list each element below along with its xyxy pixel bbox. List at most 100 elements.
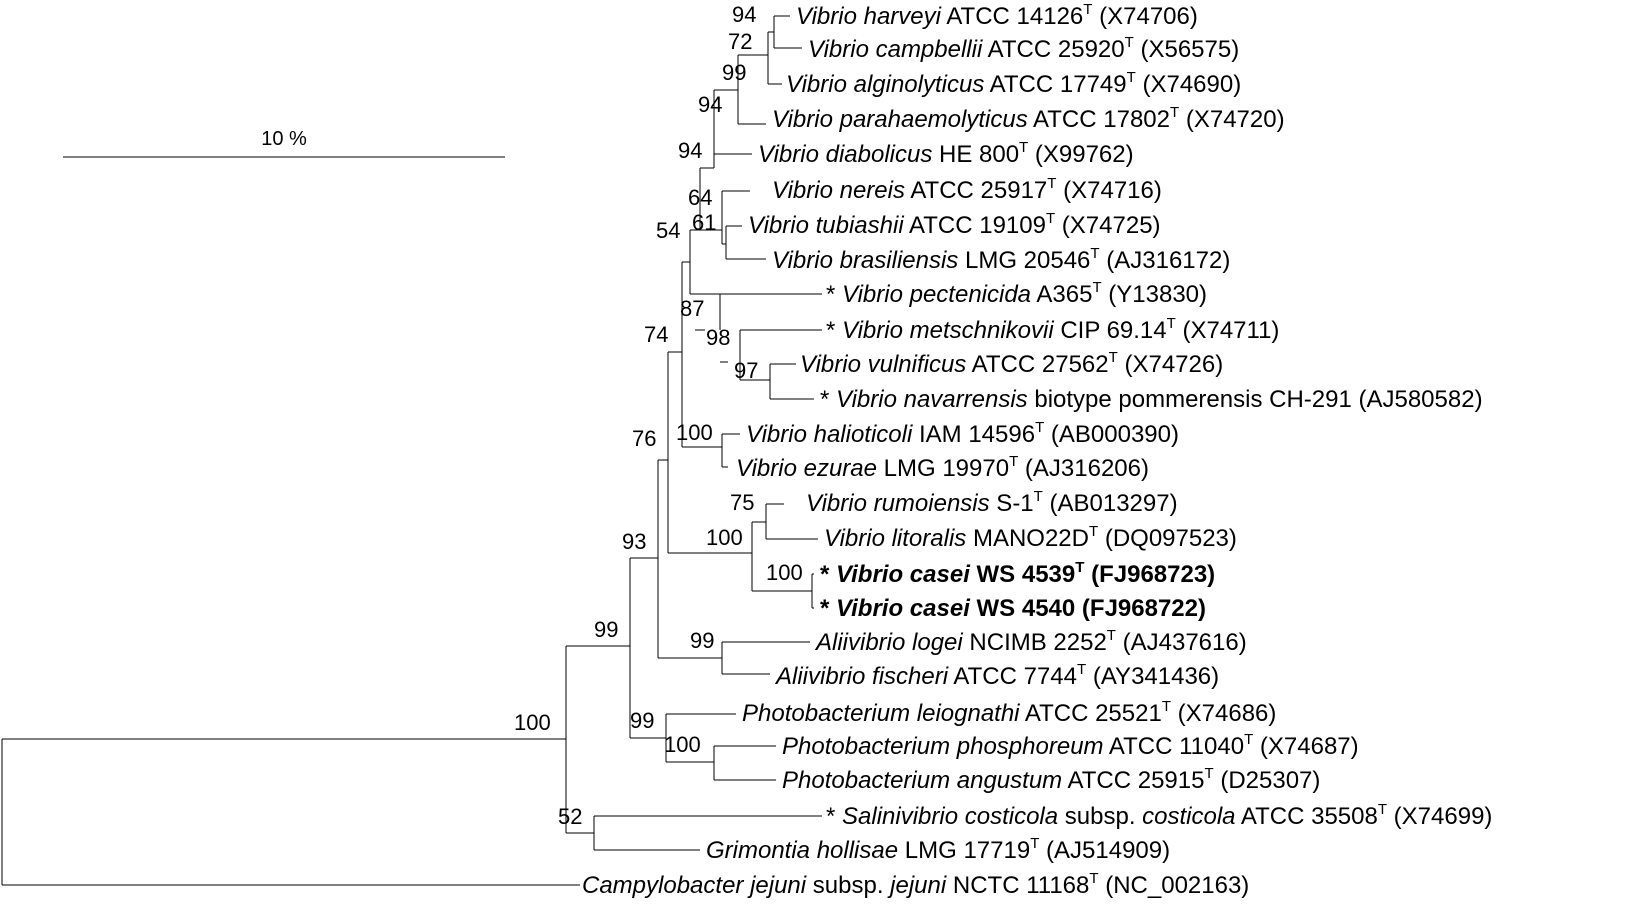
- bootstrap-value: 74: [644, 322, 668, 347]
- taxon-species: Vibrio rumoiensis: [806, 490, 990, 517]
- bootstrap-values: 94 72 99 94 94 64 61 54 87 98 97 74 100 …: [514, 2, 803, 829]
- scale-bar-label: 10 %: [261, 128, 307, 150]
- taxon-strain: WS 4540 (FJ968722): [970, 595, 1206, 622]
- taxon-prefix: *: [820, 561, 836, 588]
- taxon-label: * Vibrio casei WS 4539T (FJ968723): [820, 559, 1215, 588]
- bootstrap-value: 75: [730, 490, 754, 515]
- type-strain-mark: T: [1083, 1, 1092, 18]
- bootstrap-value: 99: [690, 628, 714, 653]
- taxon-subspecies: costicola: [1142, 803, 1235, 830]
- taxon-species: Photobacterium phosphoreum: [782, 733, 1104, 760]
- taxon-strain: MANO22D: [966, 525, 1089, 552]
- bootstrap-value: 52: [558, 804, 582, 829]
- taxon-strain: WS 4539: [970, 561, 1075, 588]
- taxon-label: Aliivibrio fischeri ATCC 7744T (AY341436…: [774, 661, 1219, 690]
- taxon-label: Vibrio alginolyticus ATCC 17749T (X74690…: [786, 69, 1241, 98]
- taxon-label: Vibrio tubiashii ATCC 19109T (X74725): [748, 210, 1161, 239]
- bootstrap-value: 54: [656, 218, 680, 243]
- taxon-accession: (AY341436): [1086, 663, 1219, 690]
- taxon-label: * Vibrio pectenicida A365T (Y13830): [826, 279, 1207, 308]
- taxon-strain: ATCC 17749: [984, 71, 1126, 98]
- type-strain-mark: T: [1046, 210, 1055, 227]
- bootstrap-value: 61: [692, 210, 716, 235]
- taxon-species: Vibrio litoralis: [824, 525, 966, 552]
- type-strain-mark: T: [1125, 34, 1134, 51]
- bootstrap-value: 100: [766, 560, 803, 585]
- taxon-species: Vibrio navarrensis: [836, 386, 1028, 413]
- bootstrap-value: 64: [688, 185, 712, 210]
- taxon-accession: (X74686): [1171, 700, 1276, 727]
- taxon-prefix: *: [820, 595, 836, 622]
- type-strain-mark: T: [1077, 661, 1086, 678]
- type-strain-mark: T: [1378, 801, 1387, 818]
- bootstrap-value: 99: [630, 708, 654, 733]
- taxon-label: Vibrio litoralis MANO22DT (DQ097523): [824, 523, 1237, 552]
- bootstrap-value: 99: [594, 617, 618, 642]
- type-strain-mark: T: [1047, 175, 1056, 192]
- taxon-accession: (D25307): [1214, 767, 1321, 794]
- bootstrap-value: 94: [678, 138, 702, 163]
- taxon-label: Grimontia hollisae LMG 17719T (AJ514909): [706, 835, 1170, 864]
- taxon-strain: subsp.: [1058, 803, 1142, 830]
- taxon-strain: HE 800: [932, 141, 1019, 168]
- taxon-species: Vibrio vulnificus: [800, 351, 966, 378]
- taxon-species: Photobacterium leiognathi: [742, 700, 1020, 727]
- taxon-strain: ATCC 35508: [1236, 803, 1378, 830]
- taxon-species: Vibrio casei: [836, 561, 971, 588]
- taxon-species: Aliivibrio fischeri: [774, 663, 949, 690]
- taxon-strain: ATCC 7744: [948, 663, 1077, 690]
- taxon-accession: (AJ316172): [1100, 247, 1231, 274]
- taxon-prefix: *: [826, 317, 842, 344]
- taxon-label: Photobacterium angustum ATCC 25915T (D25…: [782, 765, 1320, 794]
- type-strain-mark: T: [1244, 731, 1253, 748]
- type-strain-mark: T: [1109, 349, 1118, 366]
- type-strain-mark: T: [1034, 488, 1043, 505]
- bootstrap-value: 97: [734, 358, 758, 383]
- taxon-strain: subsp.: [806, 872, 890, 899]
- taxon-label: * Vibrio casei WS 4540 (FJ968722): [820, 595, 1206, 622]
- taxon-accession: (X99762): [1028, 141, 1133, 168]
- taxon-strain: ATCC 17802: [1028, 106, 1170, 133]
- type-strain-mark: T: [1107, 627, 1116, 644]
- taxon-strain: LMG 19970: [877, 455, 1009, 482]
- taxon-species: Vibrio metschnikovii: [842, 317, 1054, 344]
- bootstrap-value: 100: [664, 732, 701, 757]
- taxon-label: Vibrio ezurae LMG 19970T (AJ316206): [736, 453, 1149, 482]
- bootstrap-value: 100: [706, 525, 743, 550]
- taxon-accession: (DQ097523): [1098, 525, 1237, 552]
- taxon-accession: (X74711): [1176, 317, 1280, 344]
- taxon-species: Vibrio brasiliensis: [772, 247, 958, 274]
- type-strain-mark: T: [1089, 523, 1098, 540]
- taxon-prefix: *: [820, 386, 836, 413]
- taxon-accession: (AB000390): [1044, 421, 1179, 448]
- taxon-accession: (FJ968723): [1084, 561, 1215, 588]
- taxon-species: Vibrio harveyi: [796, 3, 942, 30]
- taxon-species: Campylobacter jejuni: [582, 872, 807, 899]
- taxon-label: Vibrio nereis ATCC 25917T (X74716): [772, 175, 1162, 204]
- taxon-label: Vibrio parahaemolyticus ATCC 17802T (X74…: [772, 104, 1285, 133]
- taxon-label: * Vibrio metschnikovii CIP 69.14T (X7471…: [826, 315, 1279, 344]
- taxon-strain: IAM 14596: [912, 421, 1035, 448]
- taxon-label: Campylobacter jejuni subsp. jejuni NCTC …: [582, 870, 1249, 899]
- taxon-accession: (NC_002163): [1099, 872, 1250, 899]
- taxon-label: Vibrio campbellii ATCC 25920T (X56575): [808, 34, 1239, 63]
- taxon-accession: (X74720): [1179, 106, 1284, 133]
- bootstrap-value: 76: [632, 426, 656, 451]
- taxon-strain: S-1: [990, 490, 1034, 517]
- taxon-label: Aliivibrio logei NCIMB 2252T (AJ437616): [814, 627, 1247, 656]
- taxon-species: Vibrio diabolicus: [758, 141, 932, 168]
- taxon-species: Vibrio parahaemolyticus: [772, 106, 1028, 133]
- taxon-strain: ATCC 11040: [1104, 733, 1245, 760]
- bootstrap-value: 94: [732, 2, 756, 27]
- taxon-accession: (AJ514909): [1039, 837, 1170, 864]
- taxon-accession: (X74716): [1056, 177, 1161, 204]
- type-strain-mark: T: [1127, 69, 1136, 86]
- bootstrap-value: 72: [728, 29, 752, 54]
- taxon-species: Photobacterium angustum: [782, 767, 1062, 794]
- type-strain-mark: T: [1075, 559, 1084, 576]
- taxon-label: * Salinivibrio costicola subsp. costicol…: [826, 801, 1492, 830]
- type-strain-mark: T: [1170, 104, 1179, 121]
- taxon-accession: (X74725): [1055, 212, 1160, 239]
- taxon-species: Vibrio casei: [836, 595, 971, 622]
- taxon-species: Vibrio alginolyticus: [786, 71, 984, 98]
